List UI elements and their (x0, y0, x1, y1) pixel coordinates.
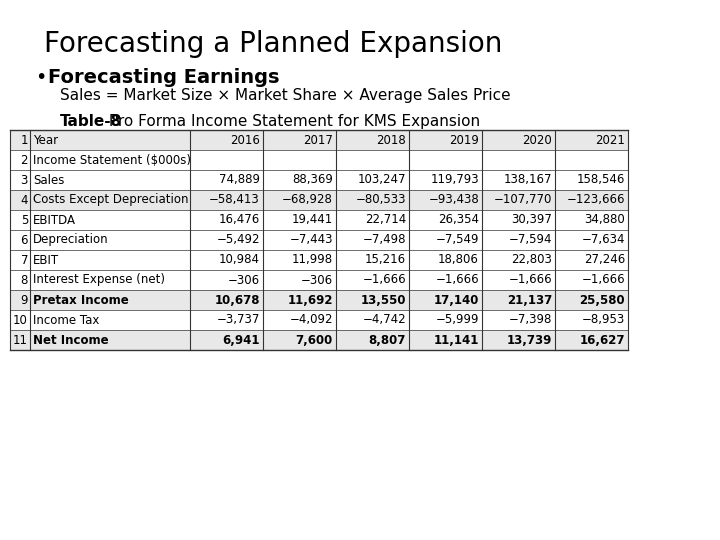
Text: 3: 3 (21, 173, 28, 186)
Text: 10,984: 10,984 (219, 253, 260, 267)
Text: 158,546: 158,546 (577, 173, 625, 186)
Text: 8,807: 8,807 (369, 334, 406, 347)
Text: −7,549: −7,549 (436, 233, 479, 246)
Text: Sales = Market Size × Market Share × Average Sales Price: Sales = Market Size × Market Share × Ave… (60, 88, 510, 103)
Text: 17,140: 17,140 (433, 294, 479, 307)
Text: 7: 7 (20, 253, 28, 267)
Text: −7,634: −7,634 (582, 233, 625, 246)
Text: 34,880: 34,880 (584, 213, 625, 226)
Text: 27,246: 27,246 (584, 253, 625, 267)
Text: Sales: Sales (33, 173, 64, 186)
Bar (10, 210, 628, 230)
Text: 22,714: 22,714 (365, 213, 406, 226)
Text: −93,438: −93,438 (428, 193, 479, 206)
Text: 16,476: 16,476 (219, 213, 260, 226)
Text: −123,666: −123,666 (567, 193, 625, 206)
Text: −8,953: −8,953 (582, 314, 625, 327)
Text: 4: 4 (20, 193, 28, 206)
Text: 2019: 2019 (449, 133, 479, 146)
Text: −68,928: −68,928 (282, 193, 333, 206)
Text: Depreciation: Depreciation (33, 233, 109, 246)
Text: Pro Forma Income Statement for KMS Expansion: Pro Forma Income Statement for KMS Expan… (104, 114, 480, 129)
Text: 2018: 2018 (377, 133, 406, 146)
Text: Net Income: Net Income (33, 334, 109, 347)
Text: 11,998: 11,998 (292, 253, 333, 267)
Text: 16,627: 16,627 (580, 334, 625, 347)
Text: −7,498: −7,498 (362, 233, 406, 246)
Text: 2021: 2021 (595, 133, 625, 146)
Bar (10, 310, 628, 330)
Bar (10, 230, 628, 250)
Text: 18,806: 18,806 (438, 253, 479, 267)
Text: −80,533: −80,533 (356, 193, 406, 206)
Bar (10, 170, 628, 190)
Text: −107,770: −107,770 (494, 193, 552, 206)
Text: Costs Except Depreciation: Costs Except Depreciation (33, 193, 189, 206)
Text: −1,666: −1,666 (581, 273, 625, 287)
Bar (10, 250, 628, 270)
Text: −1,666: −1,666 (362, 273, 406, 287)
Bar (10, 190, 628, 210)
Text: 22,803: 22,803 (511, 253, 552, 267)
Text: 6,941: 6,941 (222, 334, 260, 347)
Text: −306: −306 (301, 273, 333, 287)
Text: 19,441: 19,441 (292, 213, 333, 226)
Text: Income Tax: Income Tax (33, 314, 99, 327)
Bar (10, 270, 628, 290)
Text: 7,600: 7,600 (296, 334, 333, 347)
Text: −7,443: −7,443 (289, 233, 333, 246)
Text: Table-8: Table-8 (60, 114, 122, 129)
Bar (10, 290, 628, 310)
Text: −1,666: −1,666 (508, 273, 552, 287)
Text: 2016: 2016 (230, 133, 260, 146)
Text: 88,369: 88,369 (292, 173, 333, 186)
Text: Interest Expense (net): Interest Expense (net) (33, 273, 165, 287)
Text: 11,692: 11,692 (287, 294, 333, 307)
Bar (10, 130, 628, 150)
Text: 10,678: 10,678 (215, 294, 260, 307)
Text: −58,413: −58,413 (210, 193, 260, 206)
Text: Forecasting Earnings: Forecasting Earnings (48, 68, 279, 87)
Text: Pretax Income: Pretax Income (33, 294, 129, 307)
Text: 9: 9 (20, 294, 28, 307)
Text: −4,092: −4,092 (289, 314, 333, 327)
Text: −7,594: −7,594 (508, 233, 552, 246)
Text: 26,354: 26,354 (438, 213, 479, 226)
Text: 15,216: 15,216 (365, 253, 406, 267)
Text: 5: 5 (21, 213, 28, 226)
Text: 8: 8 (21, 273, 28, 287)
Text: 25,580: 25,580 (580, 294, 625, 307)
Text: 103,247: 103,247 (358, 173, 406, 186)
Text: 11,141: 11,141 (433, 334, 479, 347)
Text: 1: 1 (20, 133, 28, 146)
Text: 138,167: 138,167 (503, 173, 552, 186)
Text: 2017: 2017 (303, 133, 333, 146)
Text: Year: Year (33, 133, 58, 146)
Text: 2: 2 (20, 153, 28, 166)
Text: 13,550: 13,550 (361, 294, 406, 307)
Bar (10, 150, 628, 170)
Text: 21,137: 21,137 (507, 294, 552, 307)
Text: −306: −306 (228, 273, 260, 287)
Text: Income Statement ($000s): Income Statement ($000s) (33, 153, 191, 166)
Text: 10: 10 (13, 314, 28, 327)
Bar (10, 330, 628, 350)
Text: Forecasting a Planned Expansion: Forecasting a Planned Expansion (44, 30, 503, 58)
Text: 30,397: 30,397 (511, 213, 552, 226)
Text: 119,793: 119,793 (431, 173, 479, 186)
Text: −5,999: −5,999 (436, 314, 479, 327)
Text: •: • (35, 68, 46, 87)
Text: 11: 11 (13, 334, 28, 347)
Text: 2020: 2020 (522, 133, 552, 146)
Text: −5,492: −5,492 (217, 233, 260, 246)
Text: −3,737: −3,737 (217, 314, 260, 327)
Text: 6: 6 (20, 233, 28, 246)
Text: −4,742: −4,742 (362, 314, 406, 327)
Text: EBITDA: EBITDA (33, 213, 76, 226)
Text: −7,398: −7,398 (508, 314, 552, 327)
Text: EBIT: EBIT (33, 253, 59, 267)
Text: 74,889: 74,889 (219, 173, 260, 186)
Text: 13,739: 13,739 (507, 334, 552, 347)
Text: −1,666: −1,666 (436, 273, 479, 287)
